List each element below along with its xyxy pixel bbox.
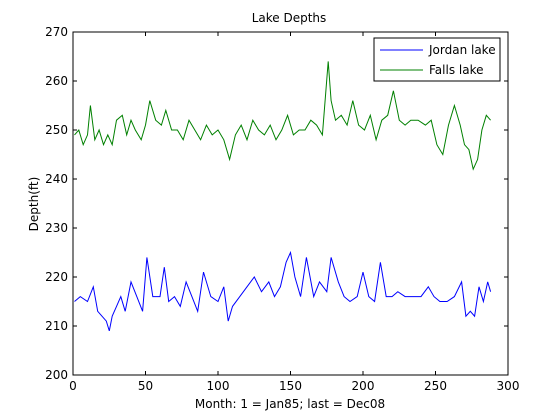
series-line-falls-lake <box>74 61 491 171</box>
y-tick-label: 220 <box>45 270 68 284</box>
y-tick-label: 210 <box>45 319 68 333</box>
series-layer <box>74 61 492 332</box>
legend-label-jordan: Jordan lake <box>428 43 496 57</box>
x-tick-label: 250 <box>424 379 447 393</box>
y-tick-label: 230 <box>45 221 68 235</box>
x-tick-label: 150 <box>279 379 302 393</box>
y-tick-label: 200 <box>45 368 68 382</box>
legend: Jordan lake Falls lake <box>373 37 501 82</box>
x-tick-label: 50 <box>138 379 153 393</box>
y-tick-label: 240 <box>45 172 68 186</box>
y-axis-label: Depth(ft) <box>27 177 41 232</box>
y-tick-label: 270 <box>45 25 68 39</box>
x-tick-label: 0 <box>69 379 77 393</box>
y-tick-label: 260 <box>45 74 68 88</box>
x-axis-label: Month: 1 = Jan85; last = Dec08 <box>195 397 385 411</box>
x-tick-label: 200 <box>352 379 375 393</box>
x-tick-label: 300 <box>497 379 520 393</box>
y-tick-label: 250 <box>45 123 68 137</box>
y-axis-ticks: 200 210 220 230 240 250 260 270 <box>45 25 508 382</box>
chart-title: Lake Depths <box>252 11 327 25</box>
legend-label-falls: Falls lake <box>429 63 483 77</box>
x-axis-ticks: 0 50 100 150 200 250 300 <box>69 32 519 393</box>
legend-box <box>373 37 501 82</box>
x-tick-label: 100 <box>207 379 230 393</box>
series-line-jordan-lake <box>74 250 492 332</box>
plot-area <box>72 31 509 376</box>
